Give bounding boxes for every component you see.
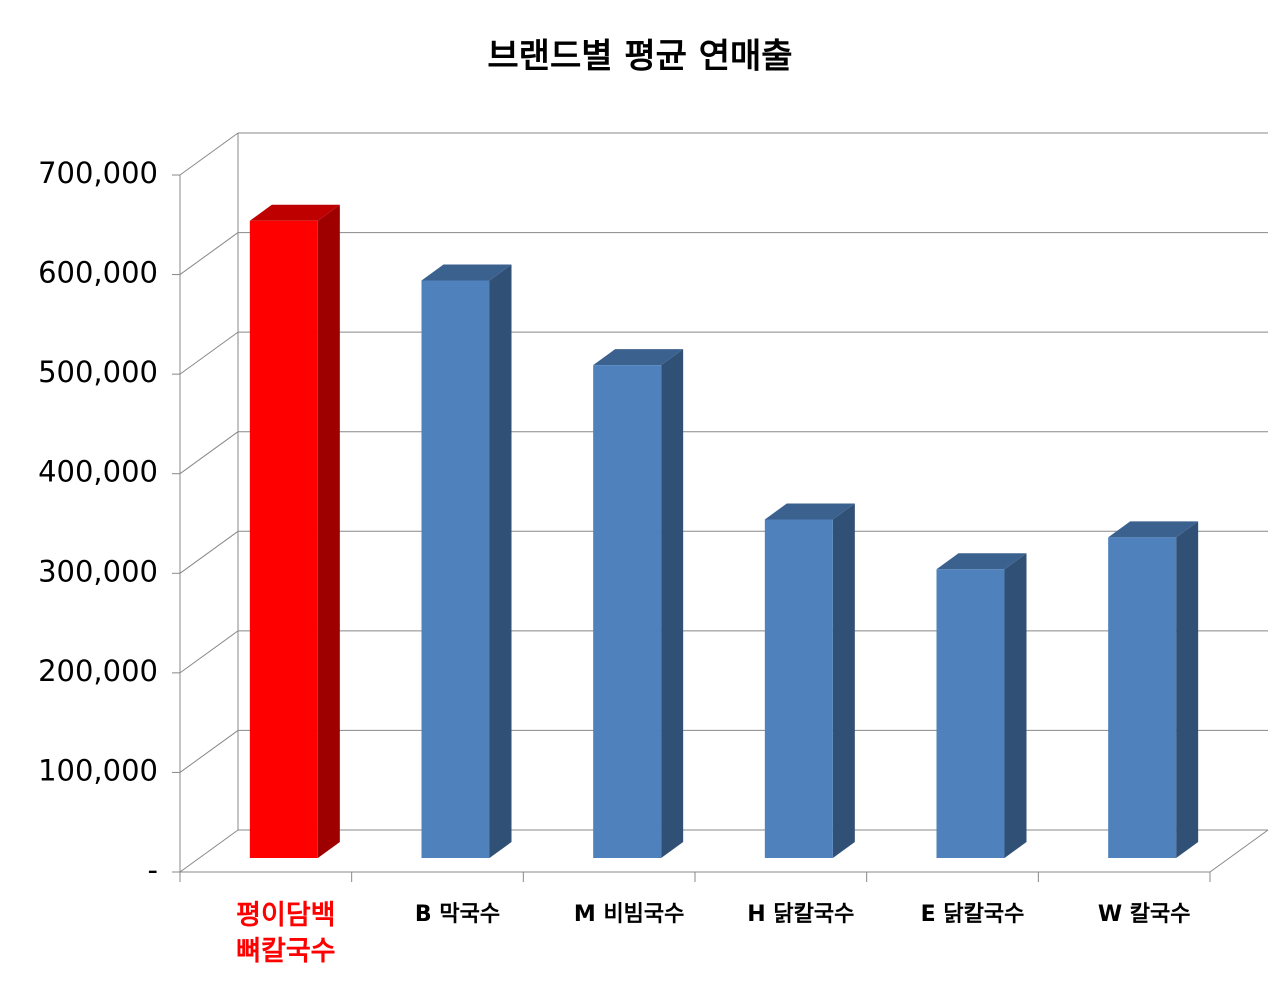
bar-front bbox=[421, 280, 490, 858]
y-tick-label: 200,000 bbox=[38, 654, 158, 688]
grid-line bbox=[179, 630, 239, 674]
floor-edge bbox=[1209, 829, 1269, 873]
x-tick-label: W 칼국수 bbox=[1097, 902, 1191, 927]
bar-top bbox=[1108, 521, 1199, 538]
grid-line bbox=[179, 530, 239, 574]
x-tick-label: M 비빔국수 bbox=[573, 902, 685, 927]
bar-side bbox=[661, 349, 684, 858]
y-tick-label: 700,000 bbox=[38, 156, 158, 190]
bar-front bbox=[764, 519, 833, 858]
bar-side bbox=[317, 204, 340, 858]
bar-front bbox=[249, 220, 318, 858]
bar bbox=[421, 264, 512, 858]
grid-line bbox=[179, 431, 239, 475]
bar-front bbox=[1108, 537, 1177, 858]
bar-front bbox=[593, 365, 662, 858]
bar-front bbox=[936, 569, 1005, 858]
bar bbox=[593, 349, 684, 858]
bar-side bbox=[489, 264, 512, 858]
bar-top bbox=[249, 204, 340, 221]
y-tick-label: 500,000 bbox=[38, 355, 158, 389]
bar-side bbox=[1004, 553, 1027, 858]
bar-top bbox=[421, 264, 512, 281]
bar bbox=[936, 553, 1027, 858]
grid-line bbox=[179, 331, 239, 375]
bar bbox=[1108, 521, 1199, 858]
bar bbox=[764, 503, 855, 858]
y-tick-label: 300,000 bbox=[38, 554, 158, 588]
grid-line bbox=[179, 730, 239, 773]
y-tick-label: 400,000 bbox=[38, 455, 158, 489]
y-tick-label: 600,000 bbox=[38, 256, 158, 290]
x-tick-label: 평이담백 뼈칼국수 bbox=[236, 900, 336, 967]
x-tick-label: B 막국수 bbox=[414, 902, 501, 927]
bar bbox=[249, 204, 340, 858]
grid-line bbox=[179, 132, 239, 176]
bar-top bbox=[593, 349, 684, 366]
bar-top bbox=[936, 553, 1027, 570]
chart-title: 브랜드별 평균 연매출 bbox=[487, 37, 792, 77]
y-tick-label: 100,000 bbox=[38, 753, 158, 787]
x-tick-label: H 닭칼국수 bbox=[747, 902, 855, 927]
bar-top bbox=[764, 503, 855, 520]
grid-line bbox=[179, 829, 239, 873]
y-tick-label: - bbox=[148, 853, 158, 887]
bar-side bbox=[1176, 521, 1199, 858]
x-tick-label: E 닭칼국수 bbox=[920, 902, 1025, 927]
grid-line bbox=[179, 232, 239, 275]
bar-side bbox=[832, 503, 855, 858]
